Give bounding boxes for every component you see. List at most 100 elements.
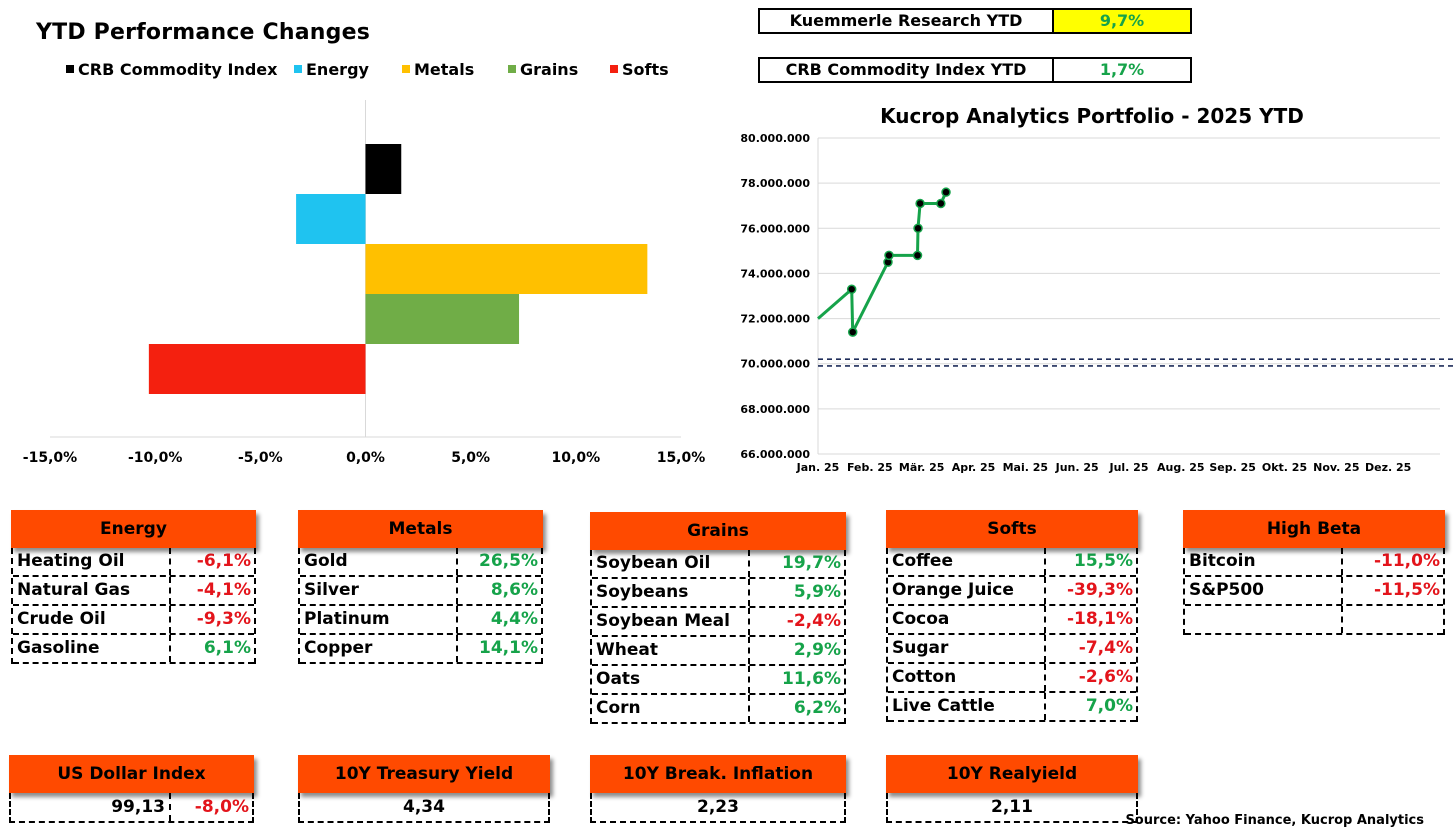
- row-name: Silver: [300, 577, 458, 604]
- row-value: -4,1%: [196, 580, 251, 600]
- row-name: Natural Gas: [13, 577, 171, 604]
- x-tick-label: Jul. 25: [1108, 461, 1148, 474]
- x-tick-label: Dez. 25: [1365, 461, 1411, 474]
- row-name: Gasoline: [13, 635, 171, 662]
- legend-label-crb: CRB Commodity Index: [78, 60, 278, 79]
- x-tick-label: 15,0%: [657, 450, 706, 466]
- table-row: Crude Oil -9,3%: [13, 606, 254, 635]
- table-row: Gasoline 6,1%: [13, 635, 254, 664]
- row-name: Gold: [300, 548, 458, 575]
- table-row: Oats 11,6%: [592, 666, 844, 695]
- table-row: Coffee 15,5%: [888, 548, 1136, 577]
- data-point: [847, 327, 858, 337]
- table-row: S&P500 -11,5%: [1185, 577, 1443, 606]
- right-chart-title: Kucrop Analytics Portfolio - 2025 YTD: [880, 104, 1304, 128]
- table-row: Soybeans 5,9%: [592, 579, 844, 608]
- table-row: Wheat 2,9%: [592, 637, 844, 666]
- data-point: [846, 284, 857, 294]
- y-tick-label: 70.000.000: [740, 358, 810, 371]
- row-name: Coffee: [888, 548, 1046, 575]
- indicator-breakeven-header: 10Y Break. Inflation: [590, 755, 846, 793]
- legend-item-crb: CRB Commodity Index: [66, 60, 277, 79]
- y-tick-label: 68.000.000: [740, 403, 810, 416]
- table-energy: Energy Heating Oil -6,1% Natural Gas -4,1% C…: [11, 510, 256, 664]
- row-name: Heating Oil: [13, 548, 171, 575]
- legend-item-energy: Energy: [294, 60, 369, 79]
- x-tick-label: Sep. 25: [1209, 461, 1256, 474]
- kpi-kuemmerle: Kuemmerle Research YTD 9,7%: [758, 8, 1192, 34]
- bar-grains: [365, 294, 520, 344]
- kpi-crb-value: 1,7%: [1054, 59, 1190, 81]
- row-name: Platinum: [300, 606, 458, 633]
- table-row: Sugar -7,4%: [888, 635, 1136, 664]
- data-point: [941, 187, 951, 197]
- row-name: Cotton: [888, 664, 1046, 691]
- ytd-bar-chart: -15,0% -10,0% -5,0% 0,0% 5,0% 10,0% 15,0%: [23, 100, 706, 466]
- table-row: Silver 8,6%: [300, 577, 541, 606]
- table-softs-rows: Coffee 15,5% Orange Juice -39,3% Cocoa -18,1%…: [886, 548, 1138, 722]
- y-tick-label: 76.000.000: [740, 222, 810, 235]
- bar-metals: [365, 244, 648, 294]
- row-value: 15,5%: [1074, 551, 1133, 571]
- table-high-beta: High Beta Bitcoin -11,0% S&P500 -11,5%: [1183, 510, 1445, 635]
- left-chart-title: YTD Performance Changes: [36, 20, 371, 45]
- indicator-usd-body: 99,13 -8,0%: [9, 793, 254, 823]
- row-name: S&P500: [1185, 577, 1343, 604]
- legend-label-grains: Grains: [520, 60, 579, 79]
- y-tick-label: 72.000.000: [740, 313, 810, 326]
- indicator-realyield: 10Y Realyield 2,11: [886, 755, 1138, 823]
- table-row: Live Cattle 7,0%: [888, 693, 1136, 722]
- row-value: -18,1%: [1066, 609, 1133, 629]
- row-name: [1185, 606, 1343, 633]
- x-tick-label: Apr. 25: [952, 461, 996, 474]
- indicator-usd: US Dollar Index 99,13 -8,0%: [9, 755, 254, 823]
- row-value: 8,6%: [490, 580, 538, 600]
- row-value: -2,6%: [1078, 667, 1133, 687]
- x-tick-label: -5,0%: [238, 450, 283, 466]
- x-tick-label: Nov. 25: [1313, 461, 1359, 474]
- indicator-realyield-header: 10Y Realyield: [886, 755, 1138, 793]
- bar-softs: [148, 344, 366, 394]
- legend-label-metals: Metals: [414, 60, 475, 79]
- table-row: Soybean Meal -2,4%: [592, 608, 844, 637]
- table-metals: Metals Gold 26,5% Silver 8,6% Platinum 4,4% Co…: [298, 510, 543, 664]
- row-value: 11,6%: [782, 669, 841, 689]
- indicator-breakeven-body: 2,23: [590, 793, 846, 823]
- legend-item-grains: Grains: [508, 60, 578, 79]
- data-point: [913, 223, 923, 234]
- bar-crb-commodity-index: [365, 144, 402, 194]
- bar-energy: [296, 194, 366, 244]
- data-point: [936, 198, 946, 209]
- x-tick-label: Okt. 25: [1262, 461, 1307, 474]
- table-row: Gold 26,5%: [300, 548, 541, 577]
- indicator-usd-change: -8,0%: [194, 797, 249, 817]
- x-tick-label: -15,0%: [23, 450, 77, 466]
- indicator-treasury: 10Y Treasury Yield 4,34: [298, 755, 550, 823]
- table-row: Platinum 4,4%: [300, 606, 541, 635]
- legend-label-energy: Energy: [306, 60, 369, 79]
- table-grains: Grains Soybean Oil 19,7% Soybeans 5,9% Soybe…: [590, 512, 846, 724]
- indicator-treasury-body: 4,34: [298, 793, 550, 823]
- legend-swatch-metals: [402, 65, 410, 73]
- table-energy-header: Energy: [11, 510, 256, 548]
- x-tick-label: 10,0%: [552, 450, 601, 466]
- row-name: Corn: [592, 695, 750, 722]
- row-name: Oats: [592, 666, 750, 693]
- x-tick-label: Jan. 25: [796, 461, 840, 474]
- source-note: Source: Yahoo Finance, Kucrop Analytics: [1125, 813, 1424, 828]
- table-softs: Softs Coffee 15,5% Orange Juice -39,3% Cocoa…: [886, 510, 1138, 722]
- indicator-usd-header: US Dollar Index: [9, 755, 254, 793]
- legend-label-softs: Softs: [622, 60, 669, 79]
- row-value: 6,2%: [793, 698, 841, 718]
- table-row: Natural Gas -4,1%: [13, 577, 254, 606]
- row-name: Orange Juice: [888, 577, 1046, 604]
- row-name: Live Cattle: [888, 693, 1046, 720]
- row-value: -6,1%: [196, 551, 251, 571]
- row-name: Wheat: [592, 637, 750, 664]
- indicator-usd-value: 99,13: [11, 793, 171, 821]
- kpi-crb-label: CRB Commodity Index YTD: [760, 59, 1054, 81]
- table-softs-header: Softs: [886, 510, 1138, 548]
- y-tick-label: 66.000.000: [740, 448, 810, 461]
- x-tick-label: 5,0%: [451, 450, 490, 466]
- table-row: Heating Oil -6,1%: [13, 548, 254, 577]
